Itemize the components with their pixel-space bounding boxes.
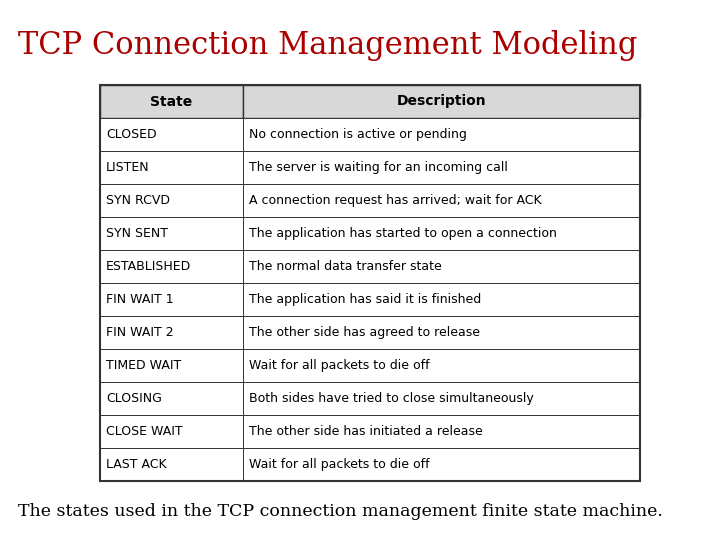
Bar bbox=[100, 415, 243, 448]
Bar bbox=[100, 151, 243, 184]
Bar bbox=[243, 283, 640, 316]
Text: FIN WAIT 1: FIN WAIT 1 bbox=[106, 293, 174, 306]
Text: The application has started to open a connection: The application has started to open a co… bbox=[249, 227, 557, 240]
Text: The application has said it is finished: The application has said it is finished bbox=[249, 293, 482, 306]
Bar bbox=[243, 448, 640, 481]
Bar bbox=[243, 151, 640, 184]
Bar bbox=[243, 349, 640, 382]
Text: Description: Description bbox=[397, 94, 487, 109]
Text: State: State bbox=[150, 94, 193, 109]
Bar bbox=[243, 217, 640, 250]
Bar bbox=[243, 316, 640, 349]
Bar bbox=[243, 85, 640, 118]
Bar bbox=[243, 415, 640, 448]
Bar bbox=[100, 118, 243, 151]
Bar bbox=[243, 382, 640, 415]
Text: The normal data transfer state: The normal data transfer state bbox=[249, 260, 442, 273]
Text: LISTEN: LISTEN bbox=[106, 161, 150, 174]
Bar bbox=[100, 448, 243, 481]
Bar bbox=[100, 85, 640, 481]
Text: ESTABLISHED: ESTABLISHED bbox=[106, 260, 192, 273]
Bar bbox=[243, 250, 640, 283]
Bar bbox=[100, 349, 243, 382]
Text: TIMED WAIT: TIMED WAIT bbox=[106, 359, 181, 372]
Text: The server is waiting for an incoming call: The server is waiting for an incoming ca… bbox=[249, 161, 508, 174]
Text: No connection is active or pending: No connection is active or pending bbox=[249, 128, 467, 141]
Text: LAST ACK: LAST ACK bbox=[106, 458, 166, 471]
Bar bbox=[100, 184, 243, 217]
Bar bbox=[100, 85, 243, 118]
Text: The states used in the TCP connection management finite state machine.: The states used in the TCP connection ma… bbox=[18, 503, 663, 521]
Text: SYN RCVD: SYN RCVD bbox=[106, 194, 170, 207]
Text: The other side has agreed to release: The other side has agreed to release bbox=[249, 326, 480, 339]
Text: A connection request has arrived; wait for ACK: A connection request has arrived; wait f… bbox=[249, 194, 541, 207]
Text: Wait for all packets to die off: Wait for all packets to die off bbox=[249, 359, 430, 372]
Bar bbox=[100, 382, 243, 415]
Text: TCP Connection Management Modeling: TCP Connection Management Modeling bbox=[18, 30, 637, 61]
Text: CLOSE WAIT: CLOSE WAIT bbox=[106, 425, 183, 438]
Bar bbox=[100, 316, 243, 349]
Bar bbox=[243, 118, 640, 151]
Text: CLOSED: CLOSED bbox=[106, 128, 157, 141]
Bar bbox=[100, 283, 243, 316]
Text: SYN SENT: SYN SENT bbox=[106, 227, 168, 240]
Text: Both sides have tried to close simultaneously: Both sides have tried to close simultane… bbox=[249, 392, 534, 405]
Text: CLOSING: CLOSING bbox=[106, 392, 162, 405]
Text: The other side has initiated a release: The other side has initiated a release bbox=[249, 425, 483, 438]
Bar bbox=[100, 250, 243, 283]
Text: Wait for all packets to die off: Wait for all packets to die off bbox=[249, 458, 430, 471]
Bar bbox=[100, 217, 243, 250]
Bar bbox=[243, 184, 640, 217]
Text: FIN WAIT 2: FIN WAIT 2 bbox=[106, 326, 174, 339]
